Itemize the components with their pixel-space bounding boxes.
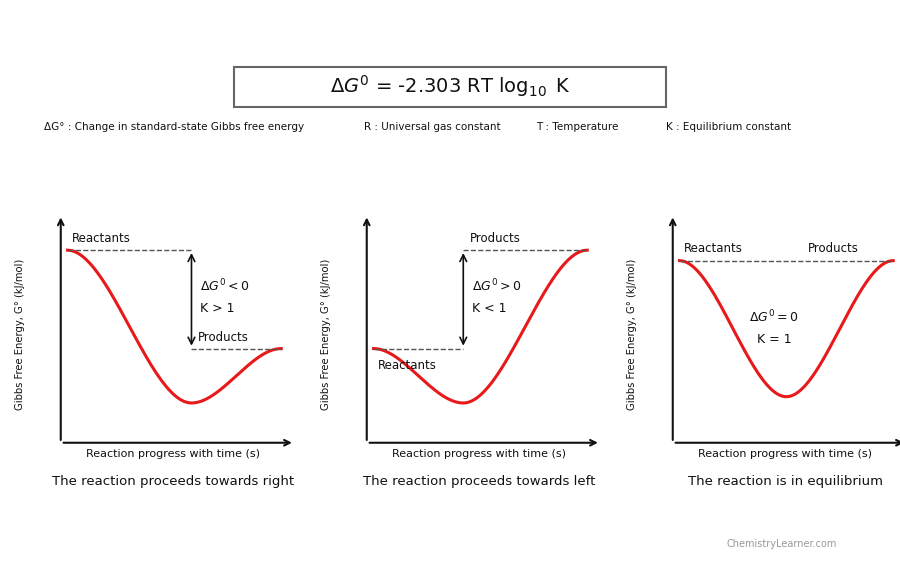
Text: Reaction progress with time (s): Reaction progress with time (s) xyxy=(698,449,872,459)
Text: Products: Products xyxy=(198,332,249,345)
Text: The reaction proceeds towards left: The reaction proceeds towards left xyxy=(363,475,596,488)
Text: K = 1: K = 1 xyxy=(757,333,791,346)
Text: The reaction is in equilibrium: The reaction is in equilibrium xyxy=(688,475,883,488)
Text: $\Delta G^0 = 0$: $\Delta G^0 = 0$ xyxy=(750,309,798,325)
Text: R : Universal gas constant: R : Universal gas constant xyxy=(364,122,500,132)
Text: Reaction progress with time (s): Reaction progress with time (s) xyxy=(392,449,566,459)
FancyBboxPatch shape xyxy=(234,67,666,108)
Text: Products: Products xyxy=(808,243,859,256)
Text: Reactants: Reactants xyxy=(684,243,742,256)
Text: ChemistryLearner.com: ChemistryLearner.com xyxy=(726,539,837,549)
Text: $\Delta G^0 > 0$: $\Delta G^0 > 0$ xyxy=(472,278,522,294)
Text: Gibbs Free Energy, G° (kJ/mol): Gibbs Free Energy, G° (kJ/mol) xyxy=(321,258,331,409)
Text: Products: Products xyxy=(470,232,521,245)
Text: K < 1: K < 1 xyxy=(472,302,507,315)
Text: Reactants: Reactants xyxy=(378,359,436,372)
Text: Gibbs Free Energy, G° (kJ/mol): Gibbs Free Energy, G° (kJ/mol) xyxy=(627,258,637,409)
Text: K : Equilibrium constant: K : Equilibrium constant xyxy=(666,122,791,132)
Text: Gibbs Free Energy Graph: Gibbs Free Energy Graph xyxy=(245,20,655,48)
Text: ΔG° : Change in standard-state Gibbs free energy: ΔG° : Change in standard-state Gibbs fre… xyxy=(44,122,304,132)
Text: T : Temperature: T : Temperature xyxy=(536,122,619,132)
Text: The reaction proceeds towards right: The reaction proceeds towards right xyxy=(52,475,294,488)
Text: Reaction progress with time (s): Reaction progress with time (s) xyxy=(86,449,260,459)
Text: Gibbs Free Energy, G° (kJ/mol): Gibbs Free Energy, G° (kJ/mol) xyxy=(15,258,25,409)
Text: Reactants: Reactants xyxy=(72,232,130,245)
Text: $\Delta G^0$ = -2.303 RT $\log_{10}$ K: $\Delta G^0$ = -2.303 RT $\log_{10}$ K xyxy=(329,73,571,99)
Text: $\Delta G^0 < 0$: $\Delta G^0 < 0$ xyxy=(201,278,250,294)
Text: K > 1: K > 1 xyxy=(201,302,235,315)
